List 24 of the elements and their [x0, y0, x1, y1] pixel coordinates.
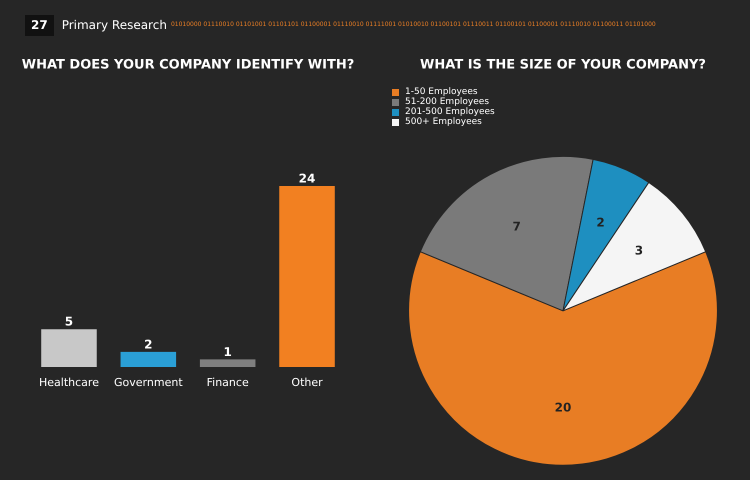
legend-label: 500+ Employees [405, 117, 482, 127]
chart-title: WHAT IS THE SIZE OF YOUR COMPANY? [420, 58, 706, 72]
legend-label: 201-500 Employees [405, 107, 495, 117]
data-label: 24 [298, 171, 316, 186]
x-tick-label: Other [291, 376, 324, 389]
x-tick-label: Government [114, 376, 184, 389]
data-label: 2 [144, 337, 153, 352]
bar [279, 186, 335, 367]
chart-title: WHAT DOES YOUR COMPANY IDENTIFY WITH? [22, 58, 354, 72]
x-tick-label: Finance [206, 376, 249, 389]
data-label: 5 [64, 314, 74, 329]
text: 27 [25, 15, 54, 36]
text: Primary Research [62, 17, 167, 34]
legend-label: 1-50 Employees [405, 87, 478, 97]
data-label: 3 [634, 243, 644, 258]
legend-label: 51-200 Employees [405, 97, 490, 107]
bar [200, 359, 256, 367]
x-tick-label: Healthcare [39, 376, 100, 389]
data-label: 1 [224, 344, 232, 359]
data-label: 2 [596, 216, 605, 230]
data-label: 7 [512, 220, 521, 234]
data-label: 20 [554, 400, 572, 414]
bar [120, 352, 176, 367]
bar [41, 329, 97, 367]
